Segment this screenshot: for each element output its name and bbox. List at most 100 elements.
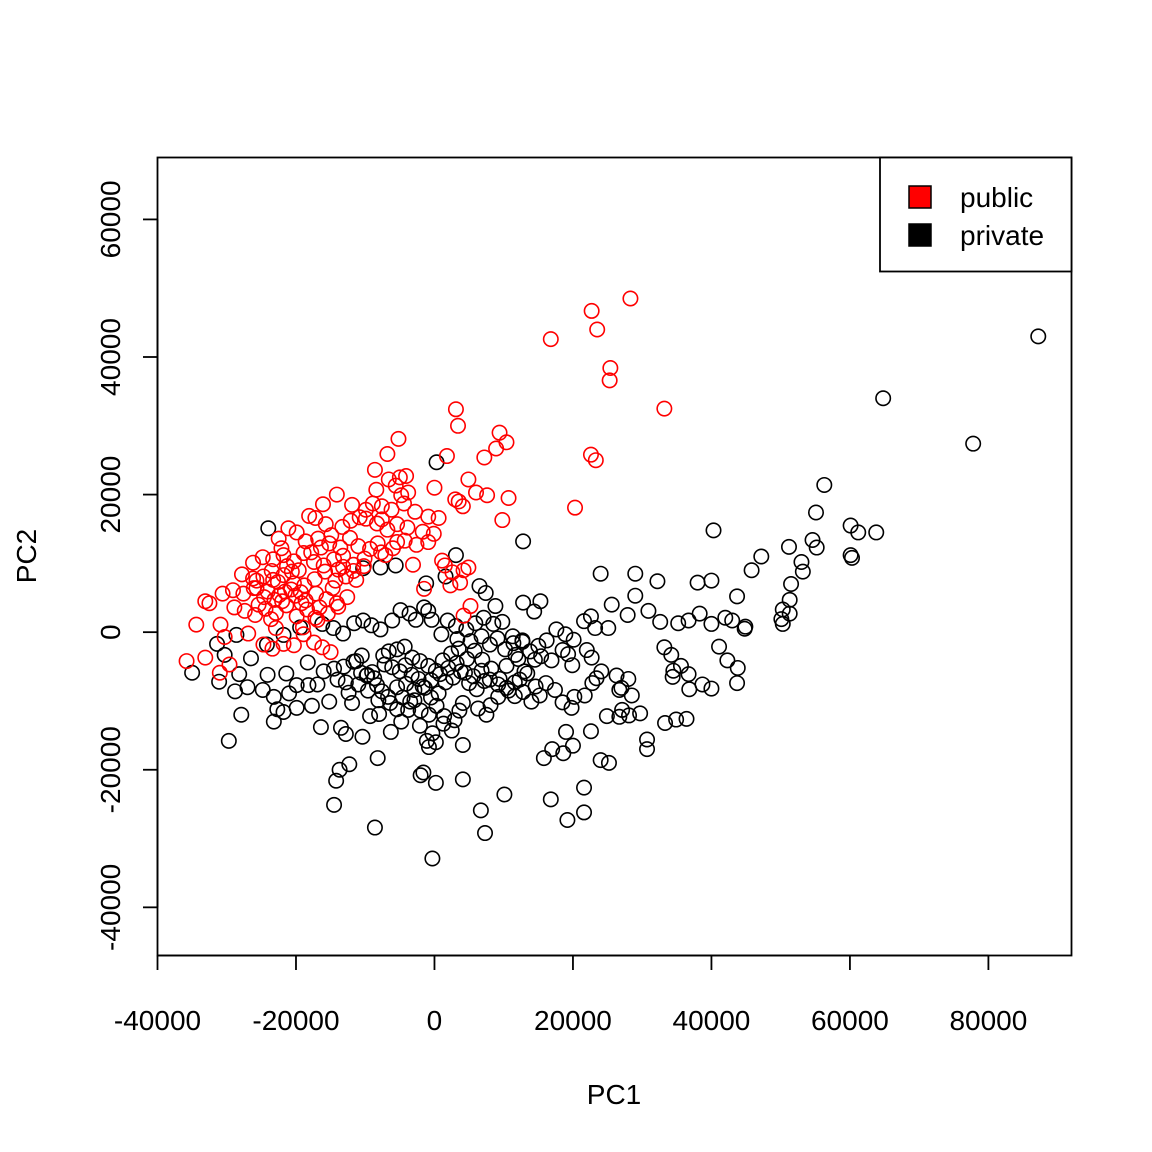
data-point-private — [242, 650, 259, 667]
data-point-private — [299, 654, 316, 671]
data-point-private — [668, 711, 685, 728]
data-point-public — [322, 644, 339, 661]
data-point-public — [345, 562, 362, 579]
data-point-private — [456, 664, 473, 681]
data-point-private — [474, 651, 491, 668]
data-point-private — [530, 637, 547, 654]
y-axis: -40000 -20000 0 20000 40000 60000 — [95, 180, 159, 951]
data-point-public — [254, 549, 271, 566]
data-point-private — [497, 641, 514, 658]
data-point-public — [327, 572, 344, 589]
data-point-private — [265, 688, 282, 705]
data-point-private — [402, 693, 419, 710]
data-point-private — [868, 524, 885, 541]
data-point-private — [423, 611, 440, 628]
data-point-public — [408, 536, 425, 553]
data-point-private — [504, 628, 521, 645]
data-point-public — [344, 496, 361, 513]
data-point-private — [623, 687, 640, 704]
data-point-public — [602, 360, 619, 377]
data-point-public — [420, 534, 437, 551]
data-point-private — [657, 714, 674, 731]
data-point-private — [340, 684, 357, 701]
data-point-private — [344, 695, 361, 712]
data-point-private — [447, 617, 464, 634]
data-point-private — [664, 668, 681, 685]
data-point-private — [844, 549, 861, 566]
data-point-private — [454, 736, 471, 753]
data-point-public — [567, 499, 584, 516]
data-point-public — [197, 649, 214, 666]
data-point-public — [295, 545, 312, 562]
data-point-private — [369, 750, 386, 767]
data-point-public — [235, 585, 252, 602]
data-point-private — [670, 615, 687, 632]
data-point-public — [248, 572, 265, 589]
data-point-public — [275, 635, 292, 652]
data-point-private — [416, 599, 433, 616]
data-point-private — [807, 504, 824, 521]
data-point-public — [323, 527, 340, 544]
data-point-private — [440, 659, 457, 676]
data-point-private — [315, 663, 332, 680]
data-point-public — [301, 507, 318, 524]
data-point-private — [454, 771, 471, 788]
data-point-private — [804, 531, 821, 548]
data-point-private — [516, 663, 533, 680]
data-point-private — [559, 811, 576, 828]
data-point-private — [265, 713, 282, 730]
data-point-public — [452, 574, 469, 591]
data-point-public — [379, 445, 396, 462]
data-point-private — [433, 626, 450, 643]
data-point-private — [564, 737, 581, 754]
data-point-public — [414, 523, 431, 540]
data-point-public — [236, 602, 253, 619]
data-point-public — [305, 634, 322, 651]
data-point-private — [736, 620, 753, 637]
data-point-public — [396, 532, 413, 549]
data-point-private — [753, 548, 770, 565]
data-point-public — [273, 540, 290, 557]
data-point-public — [373, 544, 390, 561]
data-point-private — [228, 626, 245, 643]
data-point-public — [259, 583, 276, 600]
data-point-private — [443, 722, 460, 739]
data-point-public — [201, 595, 218, 612]
data-point-private — [600, 754, 617, 771]
x-tick-label: -40000 — [114, 1005, 201, 1036]
data-point-public — [285, 637, 302, 654]
data-point-private — [465, 668, 482, 685]
data-point-private — [355, 612, 372, 629]
data-point-private — [489, 630, 506, 647]
data-point-private — [774, 615, 791, 632]
x-tick-label: 0 — [427, 1005, 443, 1036]
data-point-public — [211, 664, 228, 681]
data-point-public — [356, 550, 373, 567]
data-point-private — [398, 675, 415, 692]
data-point-public — [398, 468, 415, 485]
data-point-public — [582, 446, 599, 463]
data-point-private — [341, 756, 358, 773]
data-point-private — [366, 819, 383, 836]
data-point-private — [490, 676, 507, 693]
data-point-public — [405, 556, 422, 573]
data-point-private — [485, 615, 502, 632]
data-point-private — [506, 688, 523, 705]
data-point-public — [416, 580, 433, 597]
data-point-public — [460, 471, 477, 488]
data-point-private — [411, 717, 428, 734]
data-point-private — [326, 796, 343, 813]
data-point-public — [366, 461, 383, 478]
data-point-public — [488, 440, 505, 457]
data-point-public — [454, 498, 471, 515]
data-point-public — [216, 628, 233, 645]
data-point-private — [321, 693, 338, 710]
data-point-private — [384, 659, 401, 676]
data-point-public — [656, 400, 673, 417]
data-point-public — [283, 563, 300, 580]
data-point-public — [245, 554, 262, 571]
y-tick-label: 0 — [95, 624, 126, 640]
data-point-private — [233, 706, 250, 723]
y-tick-label: -20000 — [95, 726, 126, 813]
data-point-private — [300, 677, 317, 694]
